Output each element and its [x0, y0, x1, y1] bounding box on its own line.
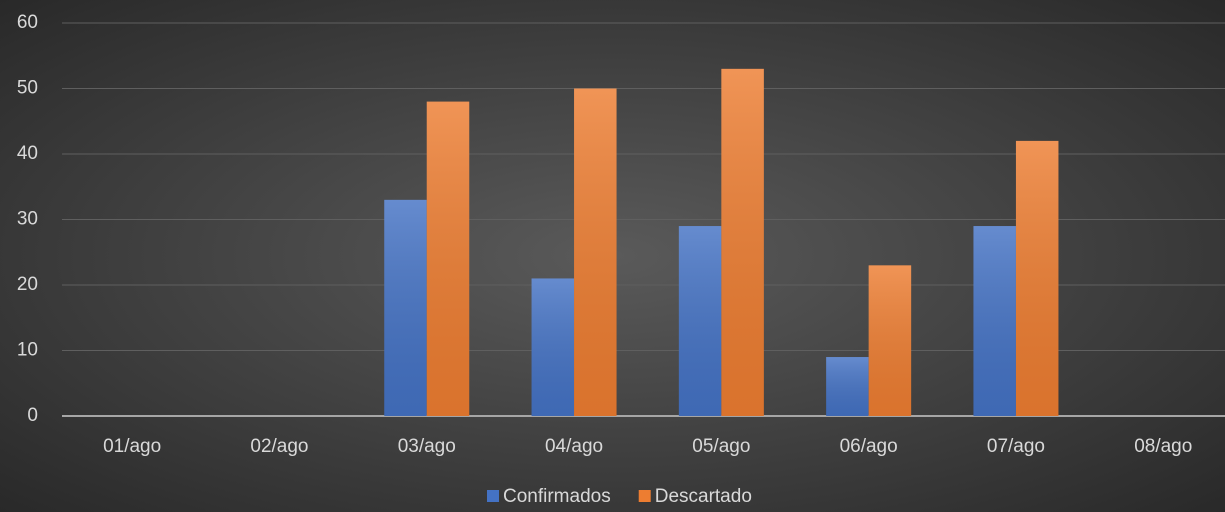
x-tick-label: 01/ago	[103, 436, 161, 457]
x-tick-label: 04/ago	[545, 436, 603, 457]
x-tick-label: 07/ago	[987, 436, 1045, 457]
x-tick-label: 05/ago	[692, 436, 750, 457]
bar-shade	[868, 265, 912, 416]
bar-shade	[721, 68, 764, 416]
x-tick-label: 02/ago	[250, 436, 308, 457]
y-tick-label: 30	[17, 209, 38, 230]
legend-label: Descartado	[655, 486, 752, 507]
bar-shade	[973, 226, 1016, 416]
y-tick-label: 40	[17, 143, 38, 164]
bar-shade	[1015, 140, 1059, 416]
legend-label: Confirmados	[503, 486, 611, 507]
y-tick-label: 0	[27, 405, 38, 426]
bar-shade	[678, 226, 722, 416]
y-tick-label: 20	[17, 274, 38, 295]
x-tick-label: 08/ago	[1134, 436, 1192, 457]
x-tick-label: 06/ago	[840, 436, 898, 457]
x-tick-label: 03/ago	[398, 436, 456, 457]
bar-shade	[826, 357, 869, 416]
y-tick-label: 10	[17, 340, 38, 361]
y-tick-label: 60	[17, 12, 38, 33]
bar-shade	[531, 278, 575, 416]
legend-swatch	[487, 490, 499, 502]
legend-swatch	[638, 490, 651, 502]
bar-shade	[384, 199, 427, 416]
y-tick-label: 50	[17, 78, 38, 99]
bar-shade	[574, 88, 617, 416]
bar-shade	[426, 101, 470, 416]
